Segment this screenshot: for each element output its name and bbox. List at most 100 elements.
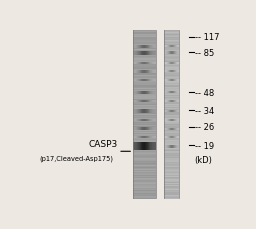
Bar [169, 52, 170, 55]
Bar [133, 107, 155, 108]
Bar [164, 164, 179, 165]
Bar [133, 177, 155, 178]
Bar [168, 79, 169, 81]
Bar [174, 137, 175, 138]
Bar [133, 57, 155, 58]
Bar [133, 182, 155, 183]
Bar [164, 84, 179, 85]
Bar [149, 71, 150, 73]
Bar [144, 136, 145, 139]
Bar [133, 162, 155, 163]
Bar [133, 78, 155, 79]
Bar [164, 66, 179, 67]
Bar [171, 128, 172, 130]
Bar [153, 46, 154, 48]
Bar [145, 136, 146, 139]
Bar [147, 52, 148, 56]
Bar [168, 71, 169, 73]
Bar [164, 193, 179, 194]
Bar [164, 197, 179, 198]
Bar [137, 136, 138, 139]
Bar [137, 143, 138, 150]
Bar [178, 101, 179, 102]
Bar [164, 128, 165, 130]
Bar [140, 71, 141, 73]
Bar [150, 63, 151, 65]
Bar [164, 173, 179, 174]
Bar [173, 92, 174, 94]
Bar [166, 63, 167, 65]
Bar [133, 130, 155, 131]
Bar [178, 128, 179, 130]
Bar [148, 128, 149, 130]
Bar [164, 169, 179, 170]
Bar [164, 172, 179, 173]
Bar [172, 46, 173, 48]
Bar [144, 110, 145, 113]
Bar [133, 61, 155, 62]
Bar [138, 71, 139, 73]
Bar [177, 101, 178, 102]
Bar [168, 92, 169, 94]
Bar [165, 120, 166, 121]
Bar [153, 128, 154, 130]
Bar [165, 92, 166, 94]
Bar [155, 110, 156, 113]
Bar [151, 52, 152, 56]
Bar [133, 120, 155, 121]
Bar [170, 110, 171, 113]
Bar [133, 129, 155, 130]
Bar [146, 63, 147, 65]
Bar [133, 183, 155, 184]
Bar [164, 73, 179, 74]
Bar [133, 134, 155, 135]
Bar [135, 79, 136, 82]
Bar [164, 58, 179, 59]
Bar [164, 196, 179, 197]
Bar [147, 91, 148, 95]
Bar [134, 46, 135, 48]
Bar [133, 87, 155, 88]
Bar [133, 128, 134, 130]
Text: CASP3: CASP3 [88, 140, 117, 149]
Bar [170, 63, 171, 65]
Bar [133, 151, 155, 152]
Bar [138, 100, 139, 102]
Bar [164, 49, 179, 50]
Bar [133, 155, 155, 156]
Bar [164, 56, 179, 57]
Bar [140, 120, 141, 122]
Bar [141, 120, 142, 122]
Bar [175, 92, 176, 94]
Bar [172, 120, 173, 121]
Bar [142, 110, 143, 113]
Bar [133, 135, 155, 136]
Bar [176, 92, 177, 94]
Bar [133, 67, 155, 68]
Bar [164, 178, 179, 179]
Bar [169, 137, 170, 138]
Bar [133, 121, 155, 122]
Bar [133, 196, 155, 197]
Bar [147, 100, 148, 102]
Bar [133, 117, 155, 118]
Bar [165, 145, 166, 148]
Bar [177, 110, 178, 113]
Bar [164, 139, 179, 140]
Bar [133, 174, 155, 175]
Bar [164, 47, 179, 48]
Bar [133, 100, 155, 101]
Bar [135, 128, 136, 130]
Bar [133, 58, 155, 59]
Bar [164, 131, 179, 132]
Bar [169, 63, 170, 65]
Bar [133, 136, 134, 139]
Bar [133, 169, 155, 170]
Bar [137, 46, 138, 48]
Bar [143, 63, 144, 65]
Bar [151, 128, 152, 130]
Bar [133, 197, 155, 198]
Bar [139, 79, 140, 82]
Bar [142, 128, 143, 130]
Bar [164, 95, 179, 96]
